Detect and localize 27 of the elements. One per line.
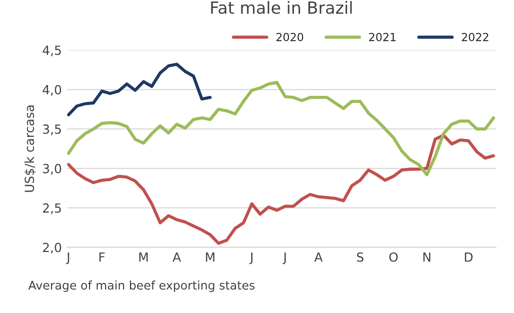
legend-label: 2022 [462, 32, 488, 42]
line-series [66, 80, 496, 176]
y-tick-label: 3,5 [43, 124, 61, 136]
x-tick-label: O [389, 252, 398, 262]
chart-title: Fat male in Brazil [211, 1, 352, 14]
y-tick-label: 4,0 [42, 84, 62, 96]
y-tick-label: 3,0 [43, 164, 62, 175]
x-tick-label: A [172, 252, 181, 262]
legend-label: 2020 [276, 32, 304, 42]
y-tick-label: 2,0 [42, 242, 62, 254]
x-tick-label: A [314, 252, 323, 262]
text: Average of main beef exporting states [28, 280, 255, 292]
x-tick-label: J [282, 252, 286, 264]
x-tick-label: S [357, 252, 364, 262]
y-tick-label: 2,5 [42, 203, 61, 214]
line-series [66, 134, 496, 245]
x-tick-label: N [423, 252, 430, 262]
x-tick-label: M [139, 252, 148, 262]
x-tick-label: M [206, 252, 214, 262]
x-tick-label: F [99, 252, 105, 262]
x-tick-label: J [249, 252, 252, 264]
legend-label: 2021 [369, 32, 396, 42]
x-tick-label: D [464, 252, 473, 262]
line-series [66, 62, 212, 116]
y-tick-label: 4,5 [42, 46, 61, 56]
y-axis-title: US$/k carcasa [24, 106, 36, 192]
x-tick-label: J [66, 252, 70, 264]
